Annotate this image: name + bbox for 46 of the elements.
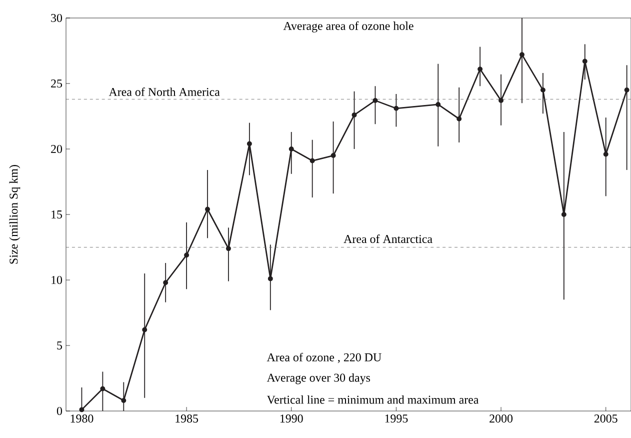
point bbox=[226, 246, 231, 252]
point bbox=[163, 280, 168, 286]
point bbox=[394, 106, 399, 111]
point bbox=[205, 206, 210, 212]
x-tick-label: 1985 bbox=[176, 414, 198, 423]
point bbox=[142, 327, 148, 332]
point bbox=[561, 212, 566, 217]
point bbox=[624, 88, 630, 93]
y-tick-label: 5 bbox=[57, 342, 62, 350]
x-tick-label: 1995 bbox=[385, 414, 408, 423]
ref-line-label: Area of Antarctica bbox=[344, 234, 432, 244]
point bbox=[310, 158, 315, 164]
point bbox=[100, 386, 106, 392]
point bbox=[352, 112, 357, 118]
point bbox=[184, 252, 190, 258]
ref-line-label: Area of North America bbox=[108, 87, 220, 96]
point bbox=[268, 276, 273, 282]
x-tick-label: 2000 bbox=[490, 414, 513, 423]
annotation: Vertical line = minimum and maximum area bbox=[266, 395, 479, 404]
annotation: Area of ozone , 220 DU bbox=[266, 352, 382, 364]
point bbox=[519, 52, 524, 58]
y-tick-label: 0 bbox=[56, 406, 62, 416]
point bbox=[540, 88, 546, 93]
point bbox=[330, 153, 336, 158]
annotation: Average over 30 days bbox=[266, 373, 370, 384]
point bbox=[498, 98, 504, 104]
point bbox=[603, 152, 608, 157]
chart-title: Average area of ozone hole bbox=[283, 21, 414, 32]
point bbox=[456, 116, 462, 122]
point bbox=[246, 141, 252, 146]
point bbox=[288, 146, 294, 152]
point bbox=[582, 58, 588, 64]
y-tick-label: 20 bbox=[51, 144, 62, 154]
x-tick-label: 1980 bbox=[70, 414, 94, 423]
y-tick-label: 10 bbox=[52, 276, 62, 284]
x-tick-label: 2005 bbox=[594, 414, 618, 423]
point bbox=[436, 102, 441, 107]
y-tick-label: 25 bbox=[51, 79, 62, 88]
y-tick-label: 15 bbox=[52, 210, 62, 218]
x-tick-label: 1990 bbox=[280, 414, 303, 423]
point bbox=[372, 98, 378, 104]
y-tick-label: 30 bbox=[51, 14, 62, 22]
point bbox=[121, 398, 126, 404]
y-axis-title: Size (million Sq km) bbox=[9, 165, 20, 264]
point bbox=[79, 407, 84, 412]
point bbox=[478, 66, 483, 72]
